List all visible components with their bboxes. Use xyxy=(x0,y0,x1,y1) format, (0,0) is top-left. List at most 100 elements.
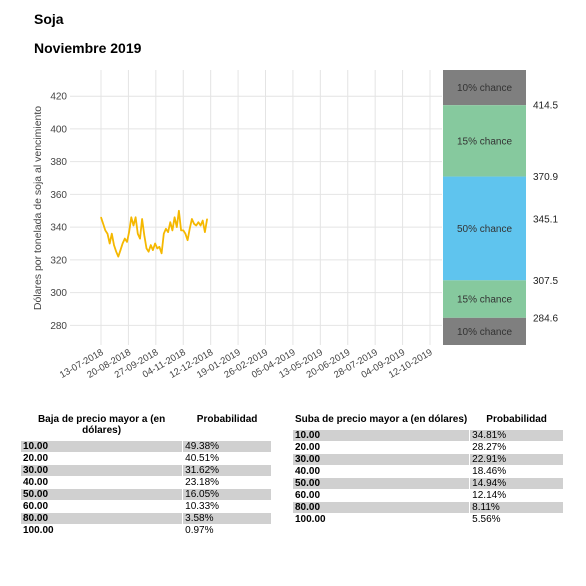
price-series-point xyxy=(182,229,184,231)
price-series-point xyxy=(139,238,141,240)
probability-band xyxy=(443,317,526,345)
table-row: 10.00 34.81% xyxy=(291,429,564,442)
amount-cell: 20.00 xyxy=(291,441,471,454)
price-rise-table: Suba de precio mayor a (en dólares) Prob… xyxy=(291,414,564,526)
price-series-point xyxy=(137,233,139,235)
probability-cell: 34.81% xyxy=(469,429,564,442)
price-series-point xyxy=(119,249,122,251)
amount-cell: 10.00 xyxy=(291,429,471,442)
price-drop-table: Baja de precio mayor a (en dólares) Prob… xyxy=(19,414,272,537)
amount-cell: 100.00 xyxy=(19,524,184,537)
price-series-point xyxy=(189,228,191,230)
table-row: 30.00 22.91% xyxy=(291,453,564,466)
amount-cell: 30.00 xyxy=(291,453,471,466)
probability-band xyxy=(443,70,526,106)
y-tick-label: 280 xyxy=(50,321,67,332)
table-row: 40.00 18.46% xyxy=(291,465,564,478)
band-edge-value: 345.1 xyxy=(533,214,558,225)
price-series-point xyxy=(115,251,117,253)
price-series-point xyxy=(180,229,182,231)
probability-cell: 5.56% xyxy=(469,513,564,526)
band-label: 15% chance xyxy=(457,295,512,306)
y-axis: 280 300 320 340 360 380 400 420 xyxy=(50,92,67,332)
y-tick-label: 380 xyxy=(50,157,67,168)
table-row: 100.00 5.56% xyxy=(291,513,564,526)
probability-cell: 40.51% xyxy=(182,452,272,465)
probability-cell: 12.14% xyxy=(469,489,564,502)
band-edge-labels: 414.5 370.9 345.1 307.5 284.6 xyxy=(533,101,558,325)
amount-cell: 50.00 xyxy=(291,477,471,490)
probability-cell: 31.62% xyxy=(182,464,272,477)
price-series-point xyxy=(132,224,135,227)
series-layer xyxy=(100,209,208,258)
page-subtitle: Noviembre 2019 xyxy=(34,40,142,56)
probability-cell: 28.27% xyxy=(469,441,564,454)
price-series-point xyxy=(165,228,167,230)
price-series-point xyxy=(113,244,115,246)
table-header-drop: Baja de precio mayor a (en dólares) xyxy=(37,414,166,436)
probability-cell: 18.46% xyxy=(469,465,564,478)
amount-cell: 30.00 xyxy=(19,464,184,477)
price-series-point xyxy=(206,218,208,220)
amount-cell: 100.00 xyxy=(291,513,471,526)
probability-cell: 23.18% xyxy=(182,476,272,489)
amount-cell: 10.00 xyxy=(19,440,184,453)
table-row: 10.00 49.38% xyxy=(19,440,272,453)
price-series-point xyxy=(187,239,189,241)
amount-cell: 60.00 xyxy=(291,489,471,502)
price-series-point xyxy=(122,242,124,245)
table-row: 50.00 16.05% xyxy=(19,488,272,501)
price-series-point xyxy=(171,229,173,231)
price-series-point xyxy=(106,233,109,235)
price-series-point xyxy=(158,246,160,248)
band-label: 10% chance xyxy=(457,83,512,94)
price-series-point xyxy=(191,218,193,220)
table-row: 20.00 40.51% xyxy=(19,452,272,465)
price-series-point xyxy=(117,256,119,258)
price-series-point xyxy=(197,221,199,223)
price-series-point xyxy=(104,229,106,231)
page-title: Soja xyxy=(34,11,64,27)
amount-cell: 40.00 xyxy=(19,476,184,489)
amount-cell: 80.00 xyxy=(291,501,471,514)
table-header-probability: Probabilidad xyxy=(196,414,258,425)
price-series-point xyxy=(169,221,171,223)
table-header-probability: Probabilidad xyxy=(486,414,547,425)
table-row: 50.00 14.94% xyxy=(291,477,564,490)
band-edge-value: 307.5 xyxy=(533,276,558,287)
y-axis-label: Dólares por tonelada de soja al vencimie… xyxy=(32,106,44,310)
table-row: 60.00 12.14% xyxy=(291,489,564,502)
probability-bands: 10% chance 15% chance 50% chance 15% chance… xyxy=(443,70,526,345)
probability-cell: 3.58% xyxy=(182,512,272,525)
price-series-point xyxy=(204,231,206,233)
table-row: 80.00 3.58% xyxy=(19,512,272,525)
table-row: 100.00 0.97% xyxy=(19,524,272,537)
price-series-line xyxy=(100,209,208,258)
table-row: 30.00 31.62% xyxy=(19,464,272,477)
price-series-point xyxy=(167,231,169,233)
band-edge-value: 414.5 xyxy=(533,101,558,112)
x-axis: 13-07-201820-08-201827-09-201804-11-2018… xyxy=(58,347,435,381)
amount-cell: 80.00 xyxy=(19,512,184,525)
price-series-point xyxy=(126,241,128,243)
band-label: 50% chance xyxy=(457,224,512,235)
price-series-point xyxy=(163,233,165,235)
price-series-point xyxy=(109,242,111,245)
band-label: 15% chance xyxy=(457,136,512,147)
amount-cell: 60.00 xyxy=(19,500,184,513)
price-series-point xyxy=(102,223,104,225)
price-series-point xyxy=(141,218,143,220)
probability-cell: 49.38% xyxy=(182,440,272,453)
price-series-point xyxy=(130,216,132,218)
price-series-point xyxy=(184,233,186,235)
price-series-point xyxy=(145,247,148,249)
y-tick-label: 420 xyxy=(50,92,67,103)
price-series-point xyxy=(200,224,202,227)
probability-band xyxy=(443,176,526,281)
probability-band xyxy=(443,105,526,177)
chart-grid xyxy=(70,70,442,345)
y-tick-label: 300 xyxy=(50,288,67,299)
price-series-point xyxy=(154,242,156,245)
y-tick-label: 320 xyxy=(50,255,67,266)
price-series-point xyxy=(174,216,176,218)
